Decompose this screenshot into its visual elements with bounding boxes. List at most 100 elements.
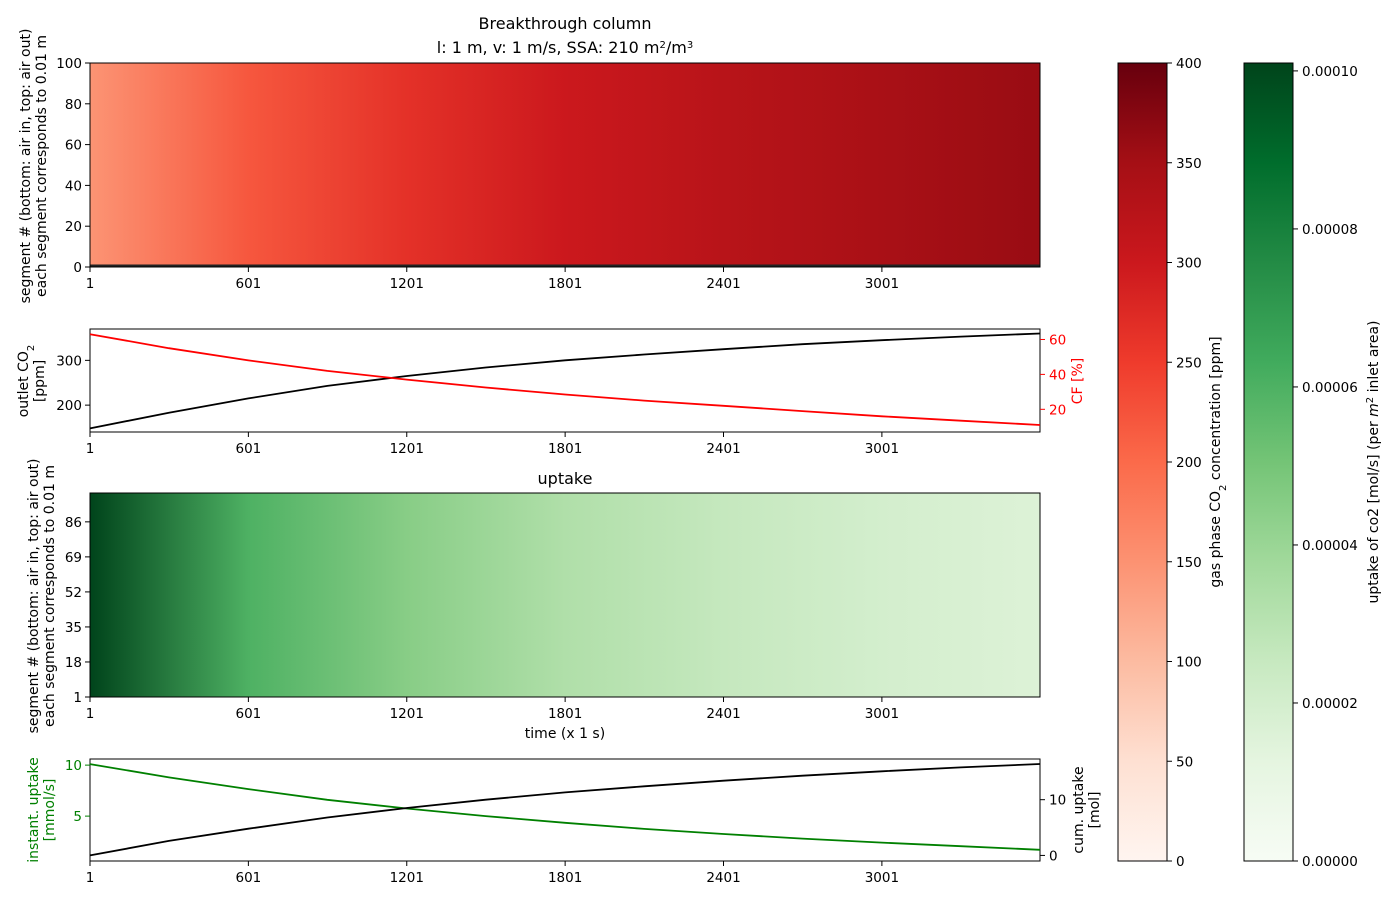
heatmap1-ylabel-line1: segment # (bottom: air in, top: air out) [18, 29, 34, 304]
colorbar-tick-label: 0.00000 [1302, 854, 1358, 870]
outlet-panel-xtick-label: 3001 [865, 441, 899, 457]
outlet-co2-line [89, 332, 1041, 430]
heatmap1-ytick-label: 60 [65, 138, 82, 154]
heatmap2-xtick-label: 2401 [706, 706, 740, 722]
cf-ylabel: CF [%] [1070, 358, 1086, 405]
outlet-ylabel-line2: [ppm] [32, 360, 48, 402]
chart-title: Breakthrough column [479, 14, 652, 33]
heatmap1-ylabel: segment # (bottom: air in, top: air out)… [18, 29, 50, 304]
colorbar-tick-label: 50 [1176, 754, 1193, 770]
cum-uptake-ylabel-line1: cum. uptake [1071, 766, 1087, 853]
cum-uptake-ylabel: cum. uptake [mol] [1071, 766, 1103, 853]
heatmap1-xtick-label: 1801 [548, 276, 582, 292]
colorbar-greens-label-text: uptake of co2 [mol/s] (per m2 inlet area… [1365, 320, 1383, 603]
subtitle-sup: 2 [660, 40, 666, 51]
uptake-panel-ytick-label: 5 [73, 809, 82, 825]
heatmap2-ylabel-line2: each segment corresponds to 0.01 m [42, 465, 58, 727]
colorbar-reds-label-text: gas phase CO2 concentration [ppm] [1208, 336, 1229, 587]
outlet-panel-xtick-label: 601 [235, 441, 261, 457]
heatmap1-ytick-label: 0 [73, 260, 82, 276]
instant-uptake-line [89, 763, 1041, 851]
heatmap2-xtick-label: 1801 [548, 706, 582, 722]
subtitle-unit: /m [666, 38, 687, 57]
heatmap1-ylabel-line2: each segment corresponds to 0.01 m [34, 35, 50, 297]
colorbar-greens [1243, 62, 1294, 862]
outlet-panel-right-ytick-label: 60 [1049, 332, 1066, 348]
subtitle-sup: 3 [687, 40, 693, 51]
heatmap1-xtick-label: 1 [86, 276, 95, 292]
heatmap2-ytick-label: 86 [65, 515, 82, 531]
uptake-panel-frame [89, 758, 1041, 862]
cb1-label-b: concentration [ppm] [1208, 336, 1224, 484]
heatmap1-ytick-label: 100 [56, 56, 82, 72]
cb2-label-sup: 2 [1365, 397, 1376, 403]
colorbar-tick-label: 200 [1176, 455, 1202, 471]
cb2-label-b: inlet area) [1366, 320, 1382, 396]
uptake-xlabel: time (x 1 s) [525, 726, 605, 742]
heatmap1-xtick-label: 1201 [390, 276, 424, 292]
colorbar-tick-label: 150 [1176, 555, 1202, 571]
colorbar-greens-label: uptake of co2 [mol/s] (per m2 inlet area… [1365, 320, 1383, 603]
colorbar-tick-label: 0.00002 [1302, 696, 1358, 712]
outlet-ylabel-sub: 2 [26, 345, 37, 351]
colorbar-tick-label: 0.00004 [1302, 538, 1358, 554]
outlet-panel-xtick-label: 1801 [548, 441, 582, 457]
cf-line [89, 333, 1041, 426]
heatmap1-xtick-label: 2401 [706, 276, 740, 292]
uptake-panel-xtick-label: 3001 [865, 870, 899, 886]
colorbar-tick-label: 350 [1176, 156, 1202, 172]
outlet-ylabel-line1: outlet CO2 [16, 345, 37, 418]
colorbar-tick-label: 0.00006 [1302, 380, 1358, 396]
outlet-panel-xtick-label: 2401 [706, 441, 740, 457]
heatmap1-xtick-label: 601 [235, 276, 261, 292]
heatmap2-ytick-label: 1 [73, 690, 82, 706]
heatmap1-ytick-label: 40 [65, 178, 82, 194]
uptake-panel-xtick-label: 601 [235, 870, 261, 886]
uptake-panel-right-ytick-label: 10 [1049, 793, 1066, 809]
heatmap2-ytick-label: 35 [65, 620, 82, 636]
heatmap1-xtick-label: 3001 [865, 276, 899, 292]
uptake-panel-xtick-label: 1 [86, 870, 95, 886]
uptake-panel-xtick-label: 2401 [706, 870, 740, 886]
heatmap2-ylabel: segment # (bottom: air in, top: air out)… [26, 459, 58, 734]
heatmap2-ytick-label: 18 [65, 655, 82, 671]
uptake-panel-xtick-label: 1201 [390, 870, 424, 886]
colorbar-tick-label: 250 [1176, 355, 1202, 371]
heatmap2-ylabel-line1: segment # (bottom: air in, top: air out) [26, 459, 42, 734]
uptake-heatmap [90, 493, 1040, 697]
outlet-panel-right-ytick-label: 40 [1049, 367, 1066, 383]
colorbar-tick-label: 100 [1176, 655, 1202, 671]
outlet-panel-xtick-label: 1201 [390, 441, 424, 457]
outlet-panel-right-ytick-label: 20 [1049, 402, 1066, 418]
heatmap1-ytick-label: 80 [65, 97, 82, 113]
heatmap2-xtick-label: 1 [86, 706, 95, 722]
subtitle-main: l: 1 m, v: 1 m/s, SSA: 210 m [437, 38, 660, 57]
heatmap1-ytick-label: 20 [65, 219, 82, 235]
heatmap2-xtick-label: 1201 [390, 706, 424, 722]
cb2-label-a: uptake of co2 [mol/s] (per [1366, 417, 1382, 604]
outlet-ylabel-main: outlet CO [16, 351, 32, 417]
colorbar-tick-label: 0.00008 [1302, 222, 1358, 238]
outlet-panel-ytick-label: 200 [56, 398, 82, 414]
colorbar-tick-label: 400 [1176, 56, 1202, 72]
concentration-heatmap [90, 63, 1040, 267]
heatmap2-ytick-label: 52 [65, 585, 82, 601]
cb1-label-a: gas phase CO [1208, 491, 1224, 588]
colorbar-tick-label: 300 [1176, 256, 1202, 272]
colorbar-tick-label: 0 [1176, 854, 1185, 870]
uptake-panel-right-ytick-label: 0 [1049, 848, 1058, 864]
outlet-ylabel: outlet CO2[ppm] [16, 345, 48, 418]
cb2-label-m: m [1366, 403, 1382, 417]
cum-uptake-ylabel-line2: [mol] [1087, 791, 1103, 828]
chart-subtitle: l: 1 m, v: 1 m/s, SSA: 210 m2/m3 [437, 38, 693, 57]
cf-ylabel-text: CF [%] [1070, 358, 1086, 405]
heatmap2-xtick-label: 3001 [865, 706, 899, 722]
uptake-title: uptake [538, 469, 593, 488]
outlet-panel-xtick-label: 1 [86, 441, 95, 457]
cum-uptake-line [89, 763, 1041, 857]
uptake-panel-ytick-label: 10 [65, 758, 82, 774]
heatmap2-ytick-label: 69 [65, 550, 82, 566]
chart-subtitle-text: l: 1 m, v: 1 m/s, SSA: 210 m2/m3 [437, 38, 693, 57]
heatmap2-xtick-label: 601 [235, 706, 261, 722]
colorbar-tick-label: 0.00010 [1302, 64, 1358, 80]
